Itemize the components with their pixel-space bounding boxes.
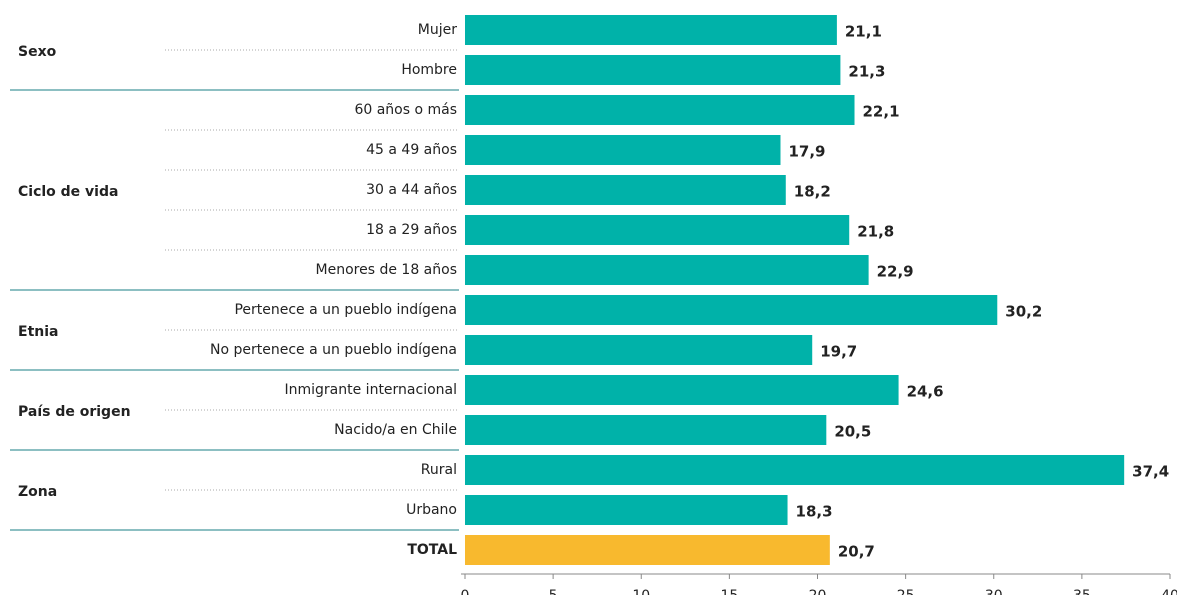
category-label: Rural <box>421 462 457 478</box>
bar <box>465 415 827 445</box>
value-label: 20,5 <box>834 423 871 441</box>
bar <box>465 215 850 245</box>
group-label: Zona <box>18 484 57 500</box>
bar <box>465 55 841 85</box>
x-tick-label: 35 <box>1073 588 1091 595</box>
category-label: 18 a 29 años <box>366 222 457 238</box>
value-label: 18,2 <box>794 183 831 201</box>
value-label: 21,8 <box>857 223 894 241</box>
bar <box>465 255 869 285</box>
bar <box>465 495 788 525</box>
group-label: País de origen <box>18 404 131 420</box>
value-label: 24,6 <box>907 383 944 401</box>
category-label: Urbano <box>406 502 457 518</box>
value-label: 17,9 <box>788 143 825 161</box>
category-label: Mujer <box>418 22 457 38</box>
x-tick-label: 20 <box>809 588 827 595</box>
bar <box>465 175 786 205</box>
category-label: Menores de 18 años <box>316 262 457 278</box>
bar <box>465 15 837 45</box>
value-label: 18,3 <box>796 503 833 521</box>
x-tick-label: 10 <box>632 588 650 595</box>
category-label: Hombre <box>401 62 457 78</box>
x-tick-label: 40 <box>1161 588 1177 595</box>
category-label: 45 a 49 años <box>366 142 457 158</box>
group-label: Ciclo de vida <box>18 184 118 200</box>
value-label: 22,1 <box>863 103 900 121</box>
x-tick-label: 0 <box>461 588 470 595</box>
category-label: TOTAL <box>407 542 457 558</box>
value-label: 20,7 <box>838 543 875 561</box>
category-label: Inmigrante internacional <box>285 382 458 398</box>
category-label: No pertenece a un pueblo indígena <box>210 342 457 358</box>
bar <box>465 375 899 405</box>
value-label: 37,4 <box>1132 463 1169 481</box>
category-label: Pertenece a un pueblo indígena <box>234 302 457 318</box>
bar <box>465 335 813 365</box>
category-label: 60 años o más <box>354 102 457 118</box>
bar <box>465 95 855 125</box>
group-label: Sexo <box>18 44 57 60</box>
value-label: 21,3 <box>848 63 885 81</box>
bar <box>465 455 1125 485</box>
group-label: Etnia <box>18 324 58 340</box>
category-label: Nacido/a en Chile <box>334 422 457 438</box>
value-label: 21,1 <box>845 23 882 41</box>
value-label: 30,2 <box>1005 303 1042 321</box>
bar <box>465 135 781 165</box>
x-tick-label: 25 <box>897 588 915 595</box>
bar <box>465 535 830 565</box>
category-label: 30 a 44 años <box>366 182 457 198</box>
x-tick-label: 15 <box>720 588 738 595</box>
x-tick-label: 30 <box>985 588 1003 595</box>
x-tick-label: 5 <box>549 588 558 595</box>
value-label: 19,7 <box>820 343 857 361</box>
value-label: 22,9 <box>877 263 914 281</box>
bar <box>465 295 998 325</box>
